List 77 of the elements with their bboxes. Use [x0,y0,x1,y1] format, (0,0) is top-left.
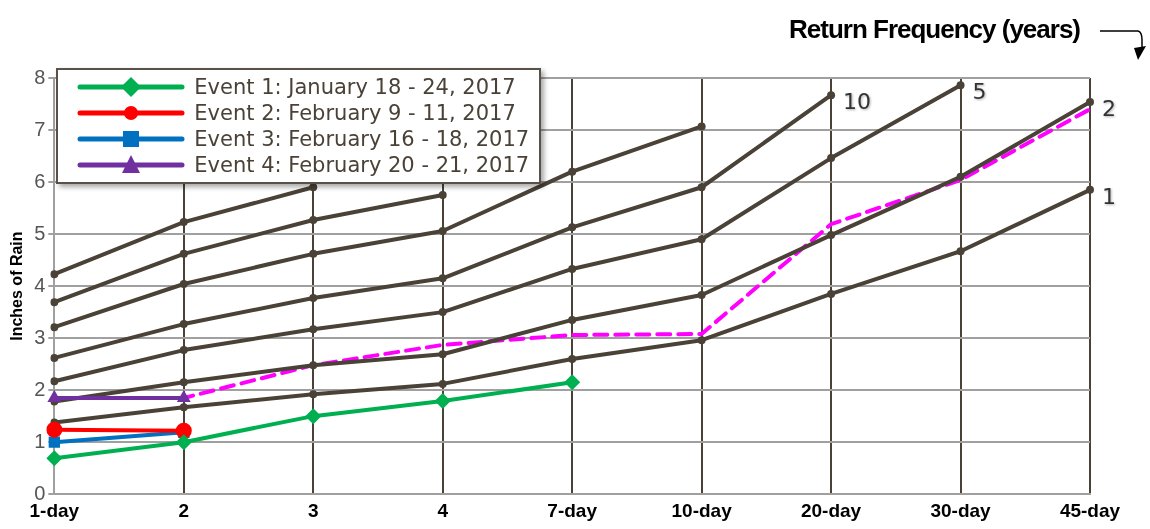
y-tick-label: 5 [34,221,46,244]
annotation: 1 [1102,183,1116,209]
point [305,408,322,425]
point [48,436,60,448]
point [50,270,59,279]
point [175,434,192,451]
point [697,235,706,244]
point [568,354,577,363]
point [827,154,836,163]
legend-label: Event 4: February 20 - 21, 2017 [194,153,530,177]
y-tick-label: 7 [34,117,46,140]
point [309,216,318,225]
point [564,374,581,391]
annotation: 5 [972,79,987,104]
point [438,308,447,317]
point [179,378,188,387]
point [697,290,706,299]
x-tick-label: 4 [437,499,449,521]
point [309,294,318,303]
point [179,320,188,329]
point [179,280,188,289]
point [309,183,318,192]
point [1086,97,1094,106]
point [309,325,318,334]
y-tick-label: 6 [34,169,46,192]
y-tick-label: 1 [34,429,46,452]
point [309,390,318,399]
x-tick-label: 2 [178,499,190,521]
point [438,191,447,200]
point [438,226,447,235]
text: Return Frequency (years) [789,14,1080,45]
y-tick-label: 4 [34,273,46,296]
point [827,91,836,100]
point [568,223,577,232]
x-tick-label: 30-day [930,499,992,521]
y-tick-label: 2 [34,377,46,400]
y-tick-label: 8 [34,65,46,88]
y-tick-label: 3 [34,325,46,348]
x-tick-label: 3 [307,499,319,521]
point [956,172,965,181]
point [179,346,188,355]
point [179,218,188,227]
point [309,249,318,258]
x-tick-label: 10-day [671,499,733,521]
point [50,377,59,386]
point [827,231,836,240]
point [568,264,577,273]
point [568,315,577,324]
x-tick-label: 20-day [800,499,862,521]
point [438,350,447,359]
point [697,122,706,131]
point [568,167,577,176]
point [438,274,447,283]
point [827,289,836,298]
y-axis-title: Inches of Rain [8,231,26,341]
x-tick-label: 7-day [547,499,598,521]
point [697,183,706,192]
annotation: 10 [843,88,872,114]
point [179,403,188,412]
point [50,353,59,362]
point [1086,185,1094,194]
point [697,336,706,345]
point [179,249,188,258]
legend-label: Event 3: February 16 - 18, 2017 [194,127,530,151]
point [50,298,59,307]
x-tick-label: 45-day [1059,499,1121,521]
legend-label: Event 2: February 9 - 11, 2017 [194,101,516,125]
point [46,450,63,467]
annotation: 2 [1102,95,1116,121]
point [438,379,447,388]
point [46,421,63,438]
point [434,393,451,410]
legend-label: Event 1: January 18 - 24, 2017 [194,75,516,99]
point [309,361,318,370]
point [956,81,965,90]
point [50,323,59,332]
point [956,247,965,256]
